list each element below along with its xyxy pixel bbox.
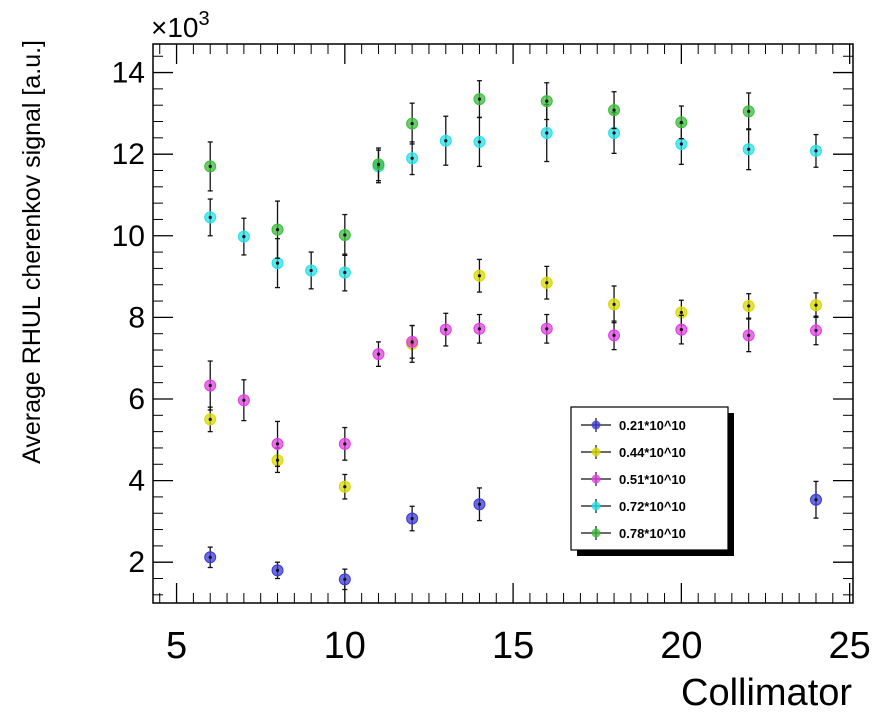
legend-marker <box>591 474 601 484</box>
data-point-center <box>545 131 549 135</box>
legend-item: 0.78*10^10 <box>581 526 686 541</box>
x-tick-label: 15 <box>492 625 534 667</box>
legend-label: 0.78*10^10 <box>619 526 686 541</box>
legend-label: 0.72*10^10 <box>619 499 686 514</box>
legend: 0.21*10^10 0.44*10^10 0.51*10^10 0.72*10^10… <box>570 406 734 556</box>
data-point-center <box>410 516 414 521</box>
legend-label: 0.44*10^10 <box>619 445 686 460</box>
data-point-center <box>612 131 616 135</box>
legend-item: 0.21*10^10 <box>581 418 686 433</box>
data-point-center <box>679 120 683 124</box>
data-point-center <box>747 333 751 337</box>
data-point-center <box>477 502 482 506</box>
data-point-center <box>208 555 212 559</box>
data-point-center <box>477 327 482 331</box>
data-point-center <box>679 142 683 146</box>
data-point-center <box>814 328 818 333</box>
x-tick-label: 25 <box>828 625 870 667</box>
data-point-center <box>242 398 246 402</box>
y-tick-label: 8 <box>128 301 145 334</box>
data-point-center <box>612 333 616 337</box>
series-1 <box>204 480 822 591</box>
legend-label: 0.51*10^10 <box>619 472 686 487</box>
y-tick-label: 6 <box>128 383 145 416</box>
legend-item: 0.72*10^10 <box>581 499 686 514</box>
series-4 <box>204 103 822 292</box>
legend-label: 0.21*10^10 <box>619 418 686 433</box>
y-tick-label: 10 <box>112 220 145 253</box>
data-point-center <box>275 228 280 232</box>
data-point-center <box>444 139 448 143</box>
x-tick-label: 20 <box>660 625 702 667</box>
data-point-center <box>545 281 549 285</box>
legend-marker <box>591 501 601 511</box>
y-multiplier-base: ×10 <box>151 12 199 43</box>
series-5 <box>204 80 755 259</box>
data-point-center <box>747 304 751 308</box>
data-point-center <box>612 302 616 306</box>
x-tick-label: 5 <box>166 625 187 667</box>
data-point-center <box>814 149 818 153</box>
data-point-center <box>747 147 751 151</box>
data-point-center <box>343 442 347 446</box>
data-point-center <box>410 121 414 126</box>
data-point-center <box>343 577 347 581</box>
legend-item: 0.44*10^10 <box>581 445 686 460</box>
y-tick-label: 12 <box>112 138 145 171</box>
y-tick-label: 4 <box>128 465 145 498</box>
data-point-center <box>410 340 414 344</box>
series-3 <box>204 312 822 467</box>
data-point-center <box>612 108 616 112</box>
legend-marker <box>591 447 601 457</box>
data-points <box>204 80 822 591</box>
data-point-center <box>679 328 683 332</box>
x-axis-ticks: 5 10 15 20 25 <box>159 44 871 667</box>
y-axis-title: Average RHUL cherenkov signal [a.u.] <box>18 40 46 464</box>
legend-marker <box>591 420 601 430</box>
data-point-center <box>208 383 212 388</box>
data-point-center <box>410 156 414 160</box>
legend-marker <box>591 528 601 538</box>
data-point-center <box>477 274 482 278</box>
x-tick-label: 10 <box>324 625 366 667</box>
data-point-center <box>309 268 313 273</box>
data-point-center <box>477 140 482 144</box>
plot-frame <box>152 43 854 604</box>
data-point-center <box>343 485 347 489</box>
data-point-center <box>208 417 212 421</box>
data-point-center <box>208 215 212 220</box>
y-multiplier-label: ×103 <box>151 8 210 43</box>
data-point-center <box>679 310 683 315</box>
data-point-center <box>242 234 246 239</box>
data-point-center <box>208 164 212 169</box>
x-axis-title: Collimator <box>681 672 852 714</box>
y-axis-ticks: 2 4 6 8 10 12 14 <box>112 55 853 596</box>
data-point-center <box>814 303 818 307</box>
data-point-center <box>814 498 818 502</box>
data-point-center <box>275 261 280 265</box>
data-point-center <box>545 99 549 103</box>
data-point-center <box>747 109 751 113</box>
data-point-center <box>444 328 448 332</box>
data-point-center <box>376 162 381 166</box>
data-point-center <box>275 442 280 446</box>
data-point-center <box>376 352 381 356</box>
legend-item: 0.51*10^10 <box>581 472 686 487</box>
data-point-center <box>545 327 549 331</box>
y-tick-label: 14 <box>112 57 145 90</box>
data-point-center <box>477 97 482 101</box>
data-point-center <box>343 270 347 275</box>
data-point-center <box>343 233 347 237</box>
data-point-center <box>275 568 280 572</box>
y-tick-label: 2 <box>128 546 145 579</box>
y-multiplier-exponent: 3 <box>199 8 210 30</box>
